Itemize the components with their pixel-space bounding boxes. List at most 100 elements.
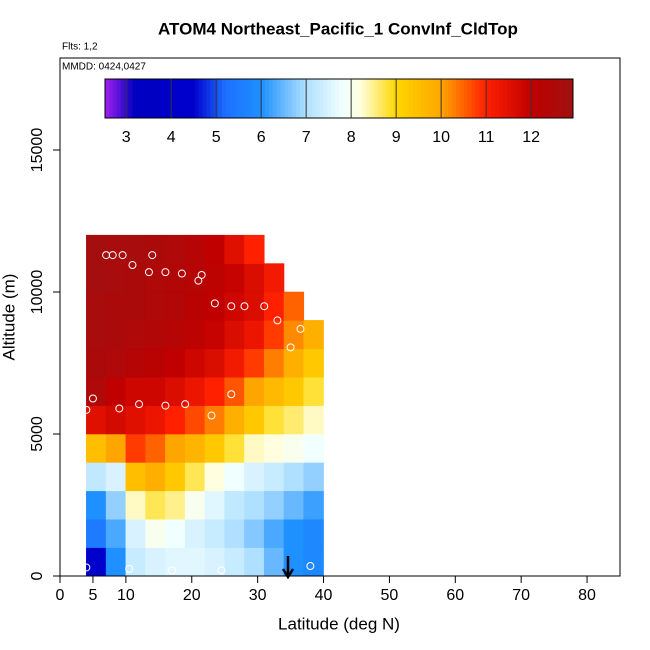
heat-cell	[125, 490, 146, 520]
point	[197, 270, 206, 279]
heat-cell	[86, 462, 107, 492]
point	[108, 251, 117, 260]
heat-cell	[125, 234, 146, 264]
point	[161, 401, 170, 410]
colorbar-segment	[132, 79, 137, 118]
colorbar-segment	[155, 79, 161, 118]
colorbar-segment	[245, 79, 250, 118]
colorbar-segment	[288, 79, 293, 118]
colorbar-segment	[300, 79, 305, 118]
heat-cell	[86, 405, 107, 435]
heat-cell	[125, 547, 146, 577]
heat-cell	[86, 547, 107, 577]
heat-cell	[263, 462, 285, 492]
colorbar-segment	[202, 79, 207, 118]
heat-cell	[263, 405, 285, 435]
colorbar-segment	[444, 79, 449, 118]
x-tick-label: 70	[512, 587, 530, 604]
colorbar-segment	[374, 79, 379, 118]
colorbar-segment	[144, 79, 149, 118]
colorbar-segment	[475, 79, 480, 118]
heat-cell	[105, 376, 127, 406]
heat-cell	[145, 320, 166, 350]
colorbar-segment	[506, 79, 512, 118]
point	[286, 343, 295, 352]
heat-cell	[165, 433, 186, 463]
heat-cell	[125, 263, 146, 293]
heat-cell	[244, 263, 265, 293]
point	[273, 316, 282, 325]
heat-cell	[204, 348, 226, 378]
point	[306, 562, 315, 571]
colorbar-segment	[194, 79, 200, 118]
x-tick-label: 60	[446, 587, 464, 604]
heat-cell	[145, 433, 166, 463]
colorbar-segment	[510, 79, 515, 118]
heat-cell	[125, 348, 146, 378]
colorbar-tick-label: 10	[432, 129, 450, 146]
colorbar-segment	[249, 79, 254, 118]
heat-cell	[165, 263, 186, 293]
colorbar-segment	[385, 79, 391, 118]
heat-cell	[105, 234, 127, 264]
colorbar-segment	[190, 79, 196, 118]
heat-cell	[184, 462, 206, 492]
heat-cell	[204, 490, 226, 520]
colorbar-segment	[405, 79, 410, 118]
heat-cell	[244, 348, 265, 378]
heat-cell	[145, 348, 166, 378]
colorbar-tick-label: 12	[522, 129, 540, 146]
heat-cell	[283, 291, 305, 321]
heat-cell	[244, 405, 265, 435]
colorbar-segment	[183, 79, 188, 118]
heat-cell	[184, 234, 206, 264]
heat-cell	[303, 490, 324, 520]
colorbar-segment	[440, 79, 445, 118]
colorbar-segment	[280, 79, 285, 118]
colorbar-segment	[319, 79, 324, 118]
colorbar-segment	[432, 79, 437, 118]
heat-cell	[105, 320, 127, 350]
heat-cell	[244, 234, 265, 264]
colorbar-segment	[483, 79, 488, 118]
heat-cell	[125, 376, 146, 406]
colorbar-segment	[456, 79, 461, 118]
x-tick-label: 5	[88, 587, 97, 604]
point	[299, 441, 308, 450]
colorbar-segment	[229, 79, 235, 118]
colorbar-segment	[378, 79, 383, 118]
colorbar-segment	[452, 79, 457, 118]
colorbar-segment	[140, 79, 145, 118]
colorbar-segment	[284, 79, 289, 118]
heat-cell	[224, 547, 245, 577]
heat-cell	[165, 518, 186, 548]
heat-cell	[184, 547, 206, 577]
colorbar-segment	[413, 79, 418, 118]
y-tick-label: 15000	[29, 128, 46, 173]
colorbar-segment	[397, 79, 402, 118]
heat-cell	[184, 490, 206, 520]
colorbar-segment	[327, 79, 332, 118]
colorbar-segment	[428, 79, 434, 118]
heat-cell	[303, 376, 324, 406]
heat-cell	[303, 320, 324, 350]
heat-cell	[263, 490, 285, 520]
colorbar-segment	[136, 79, 141, 118]
colorbar-segment	[323, 79, 328, 118]
colorbar-segment	[186, 79, 192, 118]
colorbar-segment	[241, 79, 246, 118]
heat-cell	[145, 490, 166, 520]
colorbar-segment	[424, 79, 430, 118]
colorbar-segment	[358, 79, 363, 118]
colorbar-tick-label: 3	[122, 129, 131, 146]
colorbar-segment	[350, 79, 356, 118]
colorbar-segment	[175, 79, 180, 118]
heat-cell	[165, 490, 186, 520]
annotation: MMDD: 0424,0427	[62, 62, 146, 73]
heat-cell	[125, 462, 146, 492]
heat-cell	[165, 291, 186, 321]
heat-cell	[145, 234, 166, 264]
point	[125, 564, 134, 573]
heat-cell	[244, 376, 265, 406]
heat-cell	[165, 405, 186, 435]
